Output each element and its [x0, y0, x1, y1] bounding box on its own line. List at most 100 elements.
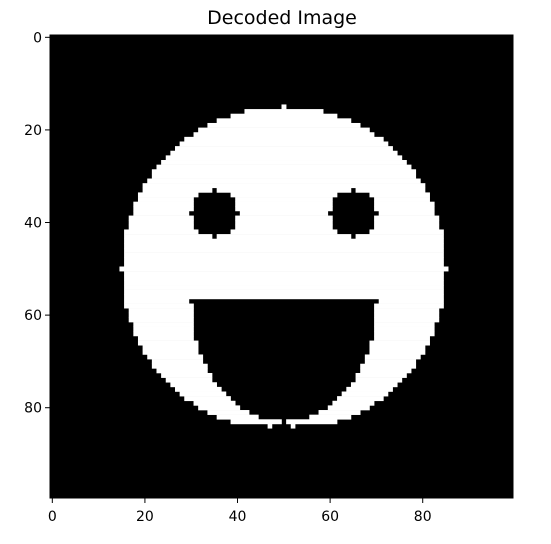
face-pixel-run [142, 349, 199, 355]
face-pixel-run [374, 335, 430, 341]
face-pixel-run [346, 386, 393, 392]
face-pixel-run [355, 372, 407, 378]
face-pixel-run [355, 187, 426, 193]
face-pixel-run [235, 215, 333, 221]
face-pixel-run [133, 201, 194, 207]
face-pixel-run [133, 210, 190, 216]
face-pixel-run [156, 164, 412, 170]
face-pixel-run [230, 419, 282, 425]
face-pixel-run [360, 363, 417, 369]
face-pixel-run [124, 275, 444, 281]
face-pixel-run [147, 178, 421, 184]
x-tick-label: 20 [136, 509, 154, 525]
face-pixel-run [156, 368, 208, 374]
face-pixel-run [128, 224, 194, 230]
face-pixel-run [207, 122, 361, 128]
face-pixel-run [161, 372, 213, 378]
face-pixel-run [133, 206, 194, 212]
face-pixel-run [235, 206, 333, 212]
face-pixel-run [355, 234, 444, 240]
face-pixel-run [124, 289, 444, 295]
face-pixel-run [374, 220, 440, 226]
face-pixel-run [193, 132, 375, 138]
face-pixel-run [374, 206, 435, 212]
face-pixel-run [230, 229, 338, 235]
face-pixel-run [235, 220, 333, 226]
face-pixel-run [235, 197, 333, 202]
face-pixel-run [128, 220, 194, 226]
face-pixel-run [133, 331, 194, 337]
face-pixel-run [142, 187, 213, 193]
face-pixel-run [369, 345, 426, 351]
face-pixel-run [147, 354, 204, 360]
face-pixel-run [133, 322, 194, 327]
face-pixel-run [374, 326, 435, 332]
face-pixel-run [128, 215, 194, 221]
face-pixel-run [374, 317, 440, 323]
face-pixel-run [369, 349, 426, 355]
face-pixel-run [374, 322, 435, 327]
dot-right [290, 423, 296, 429]
face-pixel-run [124, 285, 444, 290]
face-pixel-run [374, 197, 430, 202]
y-tick-label: 20 [24, 123, 42, 139]
face-pixel-run [124, 298, 190, 304]
face-pixel-run [286, 419, 338, 425]
face-pixel-run [239, 210, 329, 216]
face-pixel-run [350, 382, 398, 388]
decoded-image [50, 35, 513, 498]
x-axis: 0 20 40 60 80 [48, 498, 432, 525]
face-pixel-run [151, 169, 417, 175]
face-pixel-run [337, 396, 384, 402]
face-pixel-run [281, 104, 287, 110]
face-pixel-run [137, 197, 194, 202]
face-pixel-run [235, 201, 333, 207]
face-pixel-run [374, 215, 440, 221]
face-pixel-run [124, 271, 444, 277]
face-pixel-run [216, 187, 352, 193]
y-axis: 0 20 40 60 80 [24, 30, 50, 417]
face-pixel-run [207, 410, 250, 415]
face-pixel-run [332, 400, 375, 406]
face-pixel-run [161, 160, 407, 165]
face-pixel-run [355, 377, 403, 383]
face-pixel-run [124, 261, 444, 267]
face-pixel-run [374, 201, 435, 207]
face-pixel-run [179, 141, 389, 147]
face-pixel-run [128, 317, 194, 323]
face-pixel-run [216, 118, 352, 124]
face-pixel-run [360, 368, 412, 374]
face-pixel-run [142, 183, 426, 189]
face-pixel-run [341, 391, 389, 397]
face-pixel-run [124, 234, 213, 240]
plot-frame [49, 34, 514, 499]
face-pixel-run [128, 312, 194, 318]
x-tick-label: 40 [229, 509, 247, 525]
face-pixel-run [179, 391, 227, 397]
face-pixel-run [175, 386, 222, 392]
face-pixel-run [124, 229, 199, 235]
face-pixel-run [364, 359, 417, 365]
face-pixel-run [124, 280, 444, 286]
face-pixel-run [309, 414, 352, 420]
face-pixel-run [133, 326, 194, 332]
face-pixel-run [198, 405, 241, 411]
x-tick-label: 80 [414, 509, 432, 525]
face-pixel-run [124, 247, 444, 253]
face-pixel-run [374, 308, 440, 314]
face-pixels [119, 104, 449, 425]
face-pixel-run [364, 354, 421, 360]
face-pixel-run [128, 308, 194, 314]
face-pixel-run [124, 252, 444, 258]
face-pixel-run [184, 136, 384, 142]
face-pixel-run [216, 234, 352, 240]
face-pixel-run [193, 400, 236, 406]
face-pixel-run [374, 312, 440, 318]
face-pixel-run [230, 113, 338, 119]
face-pixel-run [137, 192, 199, 198]
face-pixel-run [374, 331, 435, 337]
face-pixel-run [151, 363, 208, 369]
face-pixel-run [151, 359, 204, 365]
face-pixel-run [184, 396, 231, 402]
